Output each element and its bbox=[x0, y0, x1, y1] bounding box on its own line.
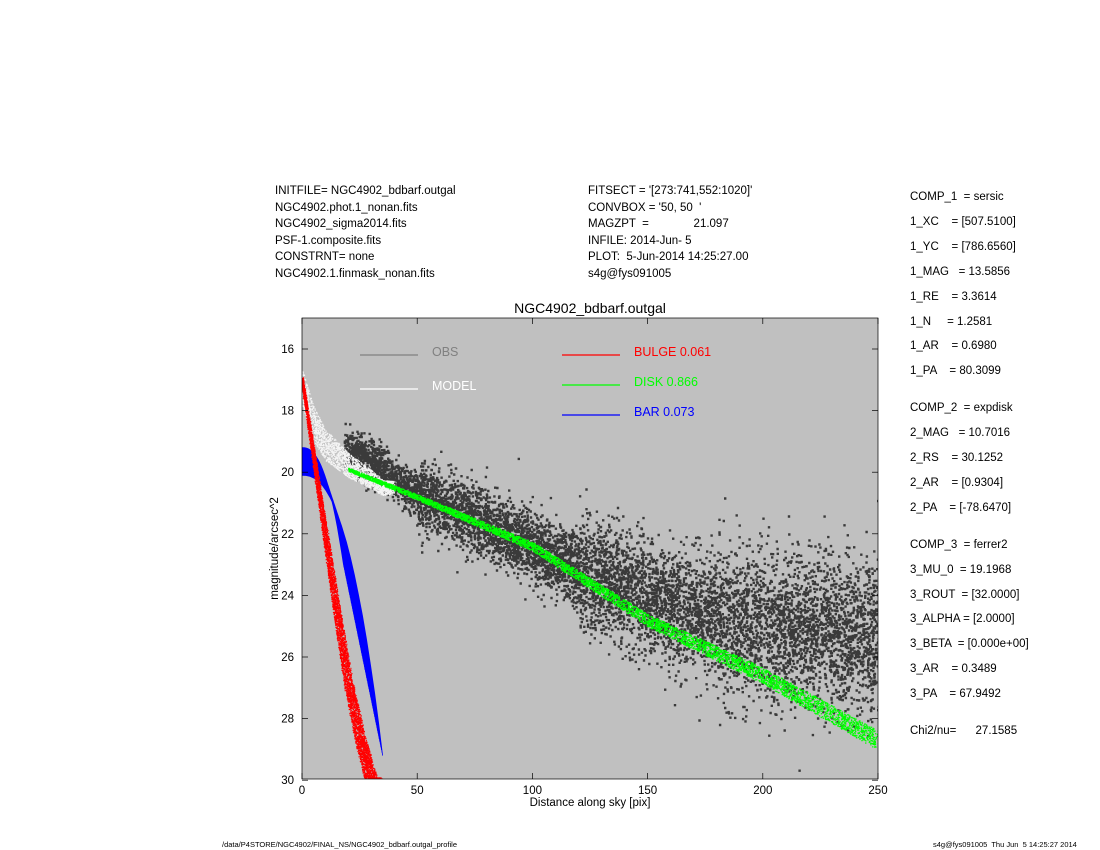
y-tick-label: 26 bbox=[281, 652, 294, 664]
fit-parameter-line: 3_AR = 0.3489 bbox=[910, 663, 997, 676]
header-mid-line: INFILE: 2014-Jun- 5 bbox=[588, 234, 692, 247]
plot-background bbox=[302, 318, 878, 779]
plot-area bbox=[302, 371, 878, 779]
fit-parameter-line: 3_BETA = [0.000e+00] bbox=[910, 638, 1029, 651]
fit-parameter-line: COMP_3 = ferrer2 bbox=[910, 538, 1008, 551]
fit-parameter-line: 2_RS = 30.1252 bbox=[910, 452, 1004, 464]
footer-file-path: /data/P4STORE/NGC4902/FINAL_NS/NGC4902_b… bbox=[222, 840, 457, 849]
fit-parameter-line: COMP_1 = sersic bbox=[910, 191, 1004, 203]
bar-component-curves bbox=[302, 447, 383, 756]
x-tick-label: 0 bbox=[299, 785, 305, 797]
y-axis-label: magnitude/arcsec^2 bbox=[269, 497, 281, 600]
header-mid-line: MAGZPT = 21.097 bbox=[588, 218, 729, 230]
header-mid-line: CONVBOX = '50, 50 ' bbox=[588, 201, 702, 214]
legend-label: BULGE 0.061 bbox=[634, 345, 711, 359]
footer-timestamp: s4g@fys091005 Thu Jun 5 14:25:27 2014 bbox=[933, 840, 1077, 849]
x-axis-label: Distance along sky [pix] bbox=[530, 797, 651, 809]
fit-parameter-line: 1_RE = 3.3614 bbox=[910, 290, 997, 303]
obs-scatter-points bbox=[343, 422, 878, 772]
header-left-line: PSF-1.composite.fits bbox=[275, 234, 382, 247]
fit-parameter-line: 3_PA = 67.9492 bbox=[910, 688, 1001, 701]
legend-label: BAR 0.073 bbox=[634, 405, 695, 419]
fit-parameter-line: 1_N = 1.2581 bbox=[910, 315, 993, 328]
fit-parameter-line: 2_MAG = 10.7016 bbox=[910, 427, 1011, 440]
fit-parameter-line: COMP_2 = expdisk bbox=[910, 402, 1013, 415]
fit-parameter-line: 1_YC = [786.6560] bbox=[910, 240, 1016, 253]
x-tick-label: 250 bbox=[868, 785, 887, 797]
header-left-line: CONSTRNT= none bbox=[275, 251, 375, 263]
y-tick-label: 18 bbox=[281, 406, 294, 418]
header-mid-info: FITSECT = '[273:741,552:1020]' CONVBOX = … bbox=[588, 183, 752, 282]
fit-parameter-line: 2_AR = [0.9304] bbox=[910, 476, 1004, 489]
x-tick-label: 200 bbox=[753, 785, 772, 797]
fit-parameter-line: 1_XC = [507.5100] bbox=[910, 215, 1016, 228]
fit-parameter-line: 3_ALPHA = [2.0000] bbox=[910, 613, 1015, 626]
y-tick-label: 30 bbox=[281, 775, 294, 787]
plot-frame bbox=[301, 317, 879, 780]
y-tick-label: 24 bbox=[281, 590, 294, 602]
fit-parameter-line: Chi2/nu= 27.1585 bbox=[910, 725, 1018, 737]
legend-label: MODEL bbox=[432, 379, 477, 393]
fit-parameter-line: 1_MAG = 13.5856 bbox=[910, 265, 1011, 278]
header-mid-line: s4g@fys091005 bbox=[588, 267, 672, 280]
header-left-line: NGC4902.1.finmask_nonan.fits bbox=[275, 267, 435, 280]
header-left-line: INITFILE= NGC4902_bdbarf.outgal bbox=[275, 185, 456, 197]
header-left-line: NGC4902.phot.1_nonan.fits bbox=[275, 201, 418, 214]
header-left-line: NGC4902_sigma2014.fits bbox=[275, 218, 407, 230]
header-mid-line: PLOT: 5-Jun-2014 14:25:27.00 bbox=[588, 251, 749, 263]
y-tick-label: 22 bbox=[281, 529, 294, 541]
fit-parameter-line: 2_PA = [-78.6470] bbox=[910, 501, 1012, 514]
chart-title: NGC4902_bdbarf.outgal bbox=[514, 300, 666, 316]
y-tick-label: 20 bbox=[281, 467, 294, 479]
fit-parameter-line: 3_MU_0 = 19.1968 bbox=[910, 563, 1012, 576]
fit-parameter-line: 3_ROUT = [32.0000] bbox=[910, 588, 1020, 601]
fit-parameter-line: 1_PA = 80.3099 bbox=[910, 365, 1001, 378]
x-tick-label: 100 bbox=[523, 785, 542, 797]
y-tick-label: 28 bbox=[281, 714, 294, 726]
x-tick-label: 150 bbox=[638, 785, 657, 797]
legend-label: DISK 0.866 bbox=[634, 375, 698, 389]
header-left-info: INITFILE= NGC4902_bdbarf.outgal NGC4902.p… bbox=[275, 183, 456, 282]
y-tick-label: 16 bbox=[281, 344, 294, 356]
legend-label: OBS bbox=[432, 345, 458, 359]
fit-parameter-line: 1_AR = 0.6980 bbox=[910, 340, 997, 353]
header-mid-line: FITSECT = '[273:741,552:1020]' bbox=[588, 185, 753, 197]
x-tick-label: 50 bbox=[411, 785, 424, 797]
